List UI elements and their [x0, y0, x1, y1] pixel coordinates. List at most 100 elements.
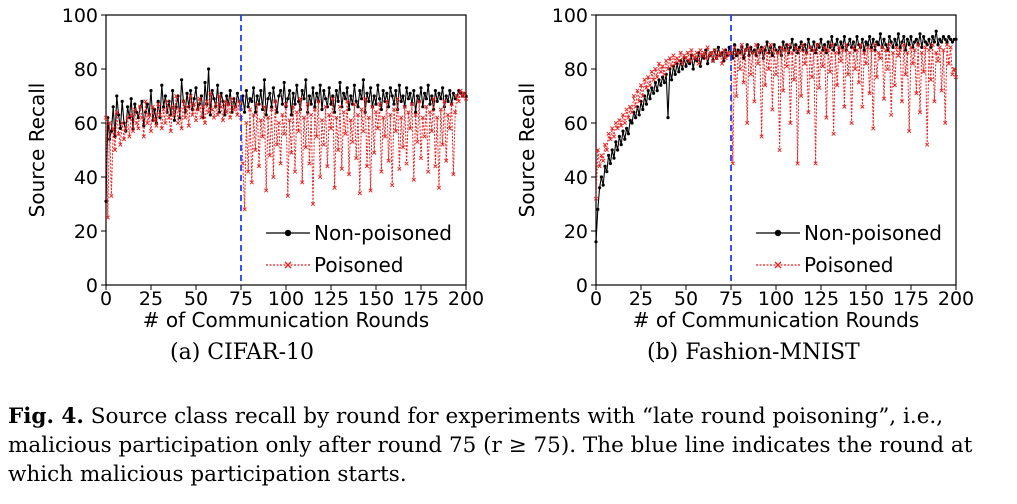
data-point-poisoned [229, 96, 235, 101]
data-point-non-poisoned [117, 113, 121, 117]
data-point-poisoned [269, 107, 274, 112]
data-point-poisoned [698, 47, 703, 53]
data-point-poisoned [923, 45, 928, 50]
data-point-non-poisoned [315, 91, 319, 95]
data-point-poisoned [604, 147, 609, 153]
data-point-non-poisoned [156, 99, 160, 103]
data-point-poisoned [336, 147, 341, 153]
data-point-non-poisoned [126, 105, 130, 109]
data-point-non-poisoned [216, 83, 220, 87]
data-point-poisoned [687, 58, 692, 64]
data-point-poisoned [154, 123, 159, 128]
data-point-non-poisoned [670, 78, 674, 82]
data-point-non-poisoned [401, 94, 405, 98]
series-line-poisoned [595, 44, 957, 199]
data-point-non-poisoned [270, 105, 274, 109]
data-point-poisoned [244, 120, 249, 126]
data-point-poisoned [267, 153, 272, 158]
data-point-poisoned [651, 77, 656, 82]
data-point-poisoned [289, 150, 294, 155]
data-point-non-poisoned [736, 48, 740, 52]
data-point-non-poisoned [884, 43, 888, 47]
data-point-poisoned [283, 101, 289, 107]
x-tick-label: 150 [848, 288, 884, 310]
data-point-non-poisoned [228, 89, 232, 93]
data-point-poisoned [417, 99, 422, 104]
data-point-poisoned [813, 161, 818, 166]
data-point-non-poisoned [898, 45, 902, 50]
data-point-non-poisoned [877, 43, 881, 47]
data-point-non-poisoned [731, 56, 735, 60]
data-point-poisoned [328, 126, 334, 131]
data-point-non-poisoned [904, 48, 908, 52]
data-point-non-poisoned [934, 29, 938, 33]
data-point-poisoned [948, 45, 953, 50]
data-point-poisoned [440, 142, 445, 147]
data-point-poisoned [247, 107, 253, 112]
data-point-poisoned [130, 128, 136, 134]
data-point-poisoned [638, 83, 644, 88]
x-tick-label: 175 [403, 288, 439, 310]
data-point-non-poisoned [882, 37, 886, 41]
data-point-poisoned [917, 110, 923, 115]
data-point-poisoned [231, 107, 236, 112]
data-point-non-poisoned [223, 113, 227, 117]
data-point-non-poisoned [189, 89, 193, 93]
data-point-poisoned [593, 196, 599, 201]
x-tick-label: 25 [629, 288, 653, 310]
data-point-poisoned [817, 85, 822, 91]
data-point-non-poisoned [405, 86, 409, 90]
data-point-poisoned [310, 201, 316, 207]
data-point-non-poisoned [192, 97, 196, 101]
y-axis-label: Source Recall [25, 83, 49, 218]
x-tick-label: 25 [139, 288, 163, 310]
x-tick-label: 100 [268, 288, 304, 310]
data-point-non-poisoned [765, 40, 769, 44]
data-point-non-poisoned [893, 37, 897, 41]
data-point-poisoned [287, 118, 292, 123]
data-point-poisoned [363, 96, 368, 101]
data-point-poisoned [842, 104, 847, 109]
data-point-poisoned [856, 80, 861, 85]
data-point-poisoned [759, 134, 764, 139]
data-point-poisoned [669, 64, 674, 69]
data-point-non-poisoned [194, 86, 198, 90]
y-tick-label: 20 [564, 221, 588, 243]
data-point-poisoned [316, 99, 321, 104]
data-point-non-poisoned [698, 64, 703, 68]
data-point-non-poisoned [129, 97, 133, 101]
data-point-non-poisoned [419, 86, 423, 90]
data-point-poisoned [278, 161, 283, 166]
data-point-non-poisoned [372, 94, 376, 98]
data-point-non-poisoned [185, 91, 189, 95]
data-point-poisoned [741, 80, 746, 85]
x-tick-label: 75 [229, 288, 253, 310]
data-point-poisoned [420, 115, 425, 120]
x-tick-label: 50 [674, 288, 698, 310]
data-point-poisoned [451, 172, 456, 177]
data-point-poisoned [445, 112, 451, 118]
data-point-non-poisoned [374, 102, 378, 106]
data-point-non-poisoned [304, 78, 308, 82]
data-point-poisoned [276, 120, 281, 126]
data-point-poisoned [824, 115, 829, 120]
data-point-non-poisoned [830, 35, 834, 39]
data-point-poisoned [869, 47, 874, 53]
data-point-non-poisoned [821, 48, 825, 52]
data-point-non-poisoned [625, 126, 629, 130]
data-point-non-poisoned [430, 94, 434, 98]
data-point-poisoned [620, 112, 626, 118]
data-point-non-poisoned [938, 37, 942, 41]
data-point-non-poisoned [135, 110, 139, 114]
data-point-non-poisoned [120, 99, 124, 103]
data-point-poisoned [721, 47, 726, 53]
data-point-poisoned [635, 88, 640, 93]
y-axis-label: Source Recall [515, 83, 539, 218]
data-point-poisoned [712, 47, 717, 53]
data-point-poisoned [849, 120, 854, 126]
data-point-non-poisoned [860, 37, 865, 41]
data-point-poisoned [298, 96, 303, 101]
y-tick-label: 80 [74, 59, 98, 81]
data-point-non-poisoned [907, 43, 911, 47]
data-point-non-poisoned [603, 164, 607, 168]
